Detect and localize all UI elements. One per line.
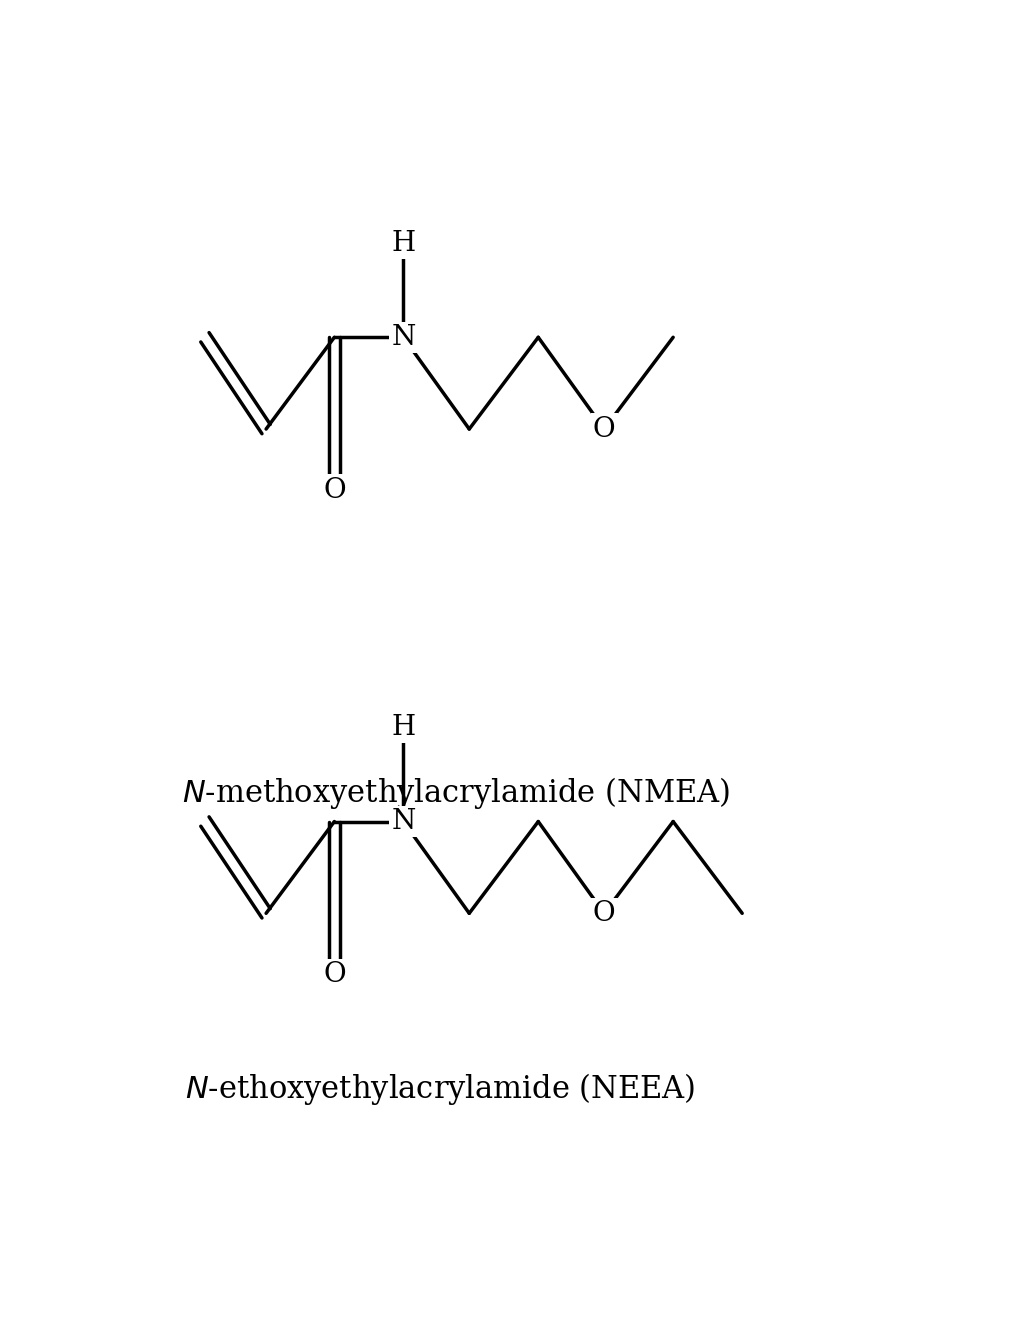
Text: O: O xyxy=(592,416,615,442)
Text: H: H xyxy=(391,230,415,257)
Text: $\mathit{N}$-ethoxyethylacrylamide (NEEA): $\mathit{N}$-ethoxyethylacrylamide (NEEA… xyxy=(185,1071,695,1107)
Text: O: O xyxy=(323,961,346,988)
Text: O: O xyxy=(323,477,346,503)
Text: $\mathit{N}$-methoxyethylacrylamide (NMEA): $\mathit{N}$-methoxyethylacrylamide (NME… xyxy=(182,775,729,812)
Text: N: N xyxy=(391,808,416,835)
Text: N: N xyxy=(391,324,416,351)
Text: O: O xyxy=(592,900,615,927)
Text: H: H xyxy=(391,714,415,741)
